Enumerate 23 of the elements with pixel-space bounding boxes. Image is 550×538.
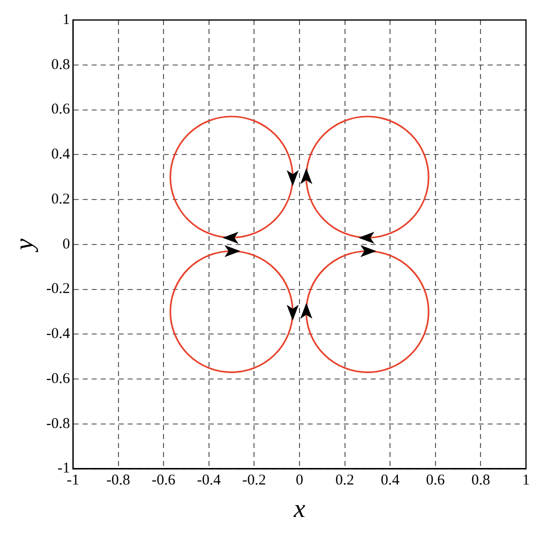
y-tick-label: -0.2 <box>46 281 70 298</box>
x-tick-label: -0.6 <box>152 472 176 489</box>
x-tick-label: 0.4 <box>380 472 400 489</box>
y-axis-title: y <box>9 238 38 254</box>
x-tick-label: 0.2 <box>335 472 354 489</box>
y-tick-label: 1 <box>62 12 70 28</box>
x-tick-label: 1 <box>522 472 530 489</box>
y-tick-label: 0.6 <box>51 102 70 118</box>
y-tick-label: 0.4 <box>51 146 70 163</box>
y-tick-label: -0.8 <box>46 416 70 432</box>
x-tick-label: 0.8 <box>471 472 490 489</box>
x-tick-label: 0 <box>296 472 304 489</box>
y-tick-label: 0.8 <box>51 56 70 73</box>
x-axis-title: x <box>292 494 306 524</box>
y-tick-label: -1 <box>57 460 70 477</box>
y-tick-label: -0.6 <box>46 370 70 387</box>
x-tick-label: -0.4 <box>196 472 222 489</box>
y-tick-label: -0.4 <box>46 326 70 342</box>
x-tick-label: -0.2 <box>242 472 266 489</box>
x-tick-label: 0.6 <box>426 472 446 489</box>
y-tick-label: 0.2 <box>51 191 70 208</box>
y-tick-label: 0 <box>62 236 70 252</box>
x-tick-label: -0.8 <box>106 472 130 489</box>
